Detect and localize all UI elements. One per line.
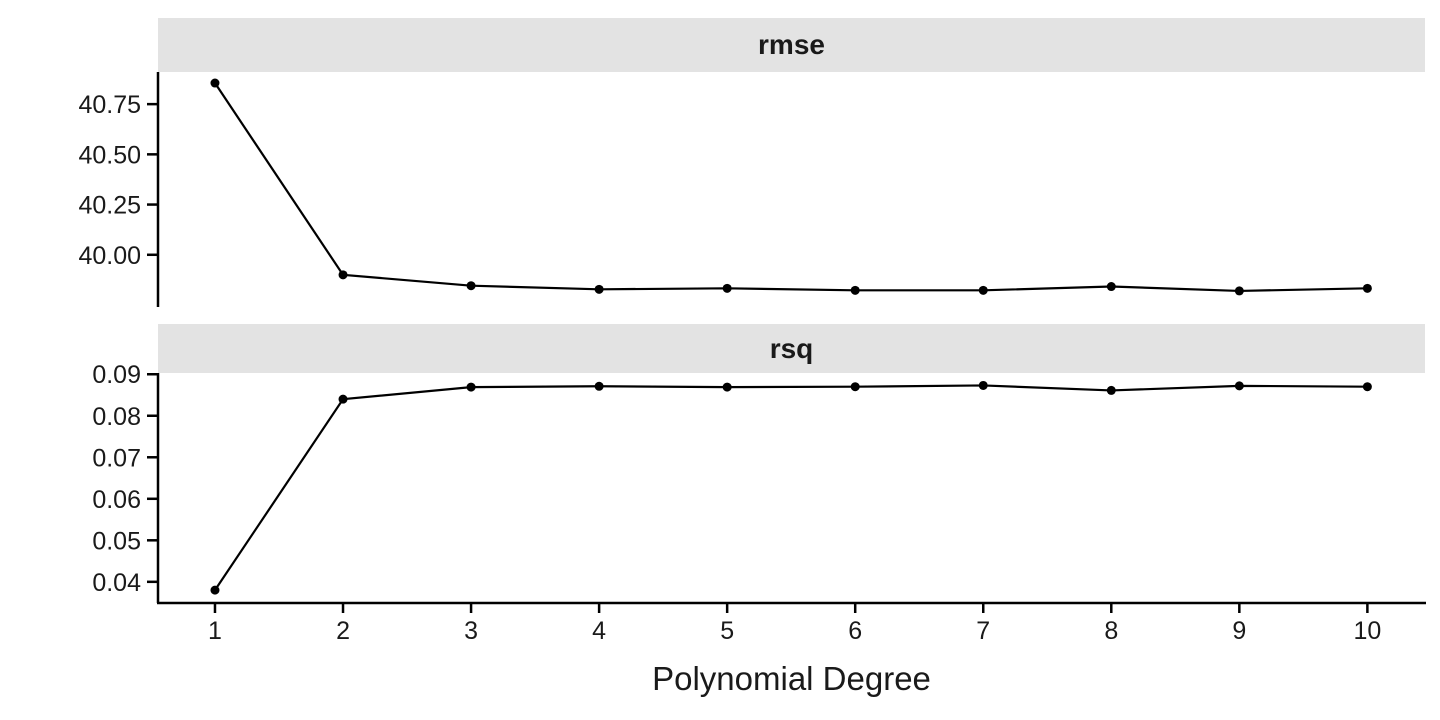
data-point-rsq <box>978 380 988 390</box>
data-point-rmse <box>210 78 220 88</box>
y-tick-label: 0.08 <box>92 403 141 431</box>
x-tick-label: 5 <box>720 617 734 645</box>
x-tick-label: 2 <box>336 617 350 645</box>
y-tick-label: 0.04 <box>92 569 141 597</box>
x-tick-label: 8 <box>1104 617 1118 645</box>
y-tick-label: 40.00 <box>78 242 141 270</box>
y-tick-label: 0.07 <box>92 444 141 472</box>
data-point-rsq <box>722 382 732 392</box>
data-point-rsq <box>338 394 348 404</box>
x-tick-label: 7 <box>976 617 990 645</box>
y-tick-label: 0.09 <box>92 361 141 389</box>
data-point-rsq <box>466 382 476 392</box>
x-tick-label: 6 <box>848 617 862 645</box>
data-point-rmse <box>338 270 348 280</box>
data-point-rmse <box>594 284 604 294</box>
facet-strip-rmse: rmse <box>158 18 1425 72</box>
data-point-rmse <box>1234 286 1244 296</box>
data-point-rsq <box>594 381 604 391</box>
y-tick-label: 0.06 <box>92 486 141 514</box>
facet-strip-label: rmse <box>758 29 825 60</box>
series-line-rsq <box>214 384 1368 591</box>
x-tick-label: 3 <box>464 617 478 645</box>
data-point-rmse <box>722 283 732 293</box>
x-tick-label: 10 <box>1353 617 1381 645</box>
data-point-rmse <box>1362 283 1372 293</box>
series-line-rmse <box>214 82 1368 293</box>
y-tick-label: 40.50 <box>78 141 141 169</box>
data-point-rmse <box>850 285 860 295</box>
data-point-rmse <box>466 281 476 291</box>
y-tick-label: 0.05 <box>92 527 141 555</box>
data-point-rmse <box>1106 282 1116 292</box>
data-point-rsq <box>210 585 220 595</box>
data-point-rsq <box>1362 382 1372 392</box>
x-tick-label: 1 <box>208 617 222 645</box>
data-point-rsq <box>850 382 860 392</box>
facet-strip-label: rsq <box>769 332 814 364</box>
data-point-rsq <box>1234 381 1244 391</box>
y-tick-label: 40.75 <box>78 91 141 119</box>
x-tick-label: 9 <box>1232 617 1246 645</box>
data-point-rmse <box>978 285 988 295</box>
facet-strip-rsq: rsq <box>158 324 1425 373</box>
y-tick-label: 40.25 <box>78 192 141 220</box>
x-tick-label: 4 <box>592 617 606 645</box>
x-axis-title: Polynomial Degree <box>652 660 931 697</box>
data-point-rsq <box>1106 385 1116 395</box>
